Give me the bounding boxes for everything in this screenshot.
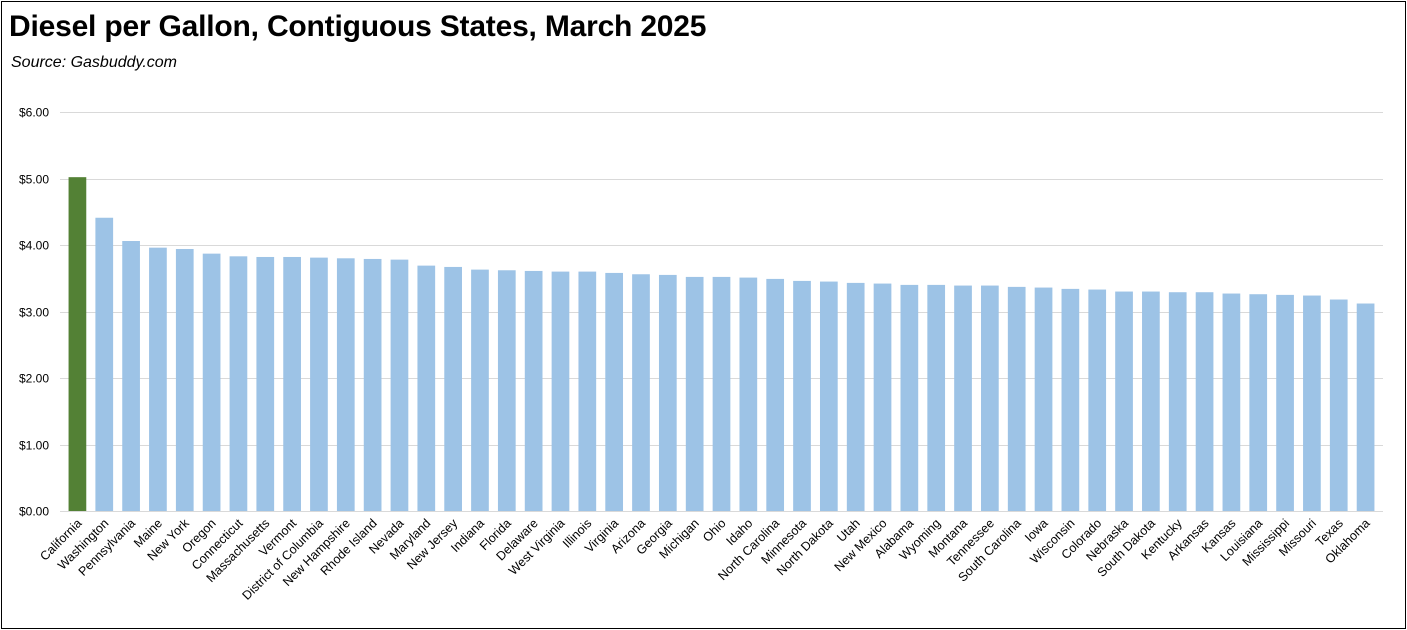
bar-oklahoma (1356, 303, 1375, 511)
bar-kentucky (1168, 292, 1187, 511)
bar-louisiana (1249, 294, 1268, 511)
bar-missouri (1303, 295, 1321, 511)
bar-california (68, 177, 87, 512)
bar-mississippi (1276, 294, 1294, 512)
bar-montana (954, 285, 972, 511)
bar-arizona (632, 274, 650, 511)
bar-kansas (1222, 293, 1241, 511)
bar-iowa (1034, 287, 1053, 511)
bar-indiana (471, 269, 489, 511)
chart-title: Diesel per Gallon, Contiguous States, Ma… (9, 10, 707, 43)
bar-nevada (390, 259, 409, 511)
x-axis-category-labels: CaliforniaWashingtonPennsylvaniaMaineNew… (37, 516, 1372, 603)
y-tick-label: $3.00 (19, 306, 49, 320)
bar-delaware (524, 270, 543, 511)
bar-vermont (283, 256, 301, 511)
y-tick-label: $1.00 (19, 439, 49, 453)
bar-nebraska (1115, 291, 1133, 511)
bar-illinois (578, 271, 597, 511)
bar-virginia (605, 272, 624, 511)
y-tick-label: $6.00 (19, 106, 49, 120)
bar-georgia (658, 274, 677, 511)
bar-pennsylvania (122, 241, 140, 511)
bar-ohio (712, 276, 731, 511)
bar-rhode-island (363, 258, 382, 511)
bar-texas (1329, 299, 1348, 511)
bar-minnesota (793, 280, 811, 511)
bars (68, 177, 1375, 512)
chart-subtitle: Source: Gasbuddy.com (11, 54, 178, 71)
bar-arkansas (1195, 292, 1214, 511)
bar-utah (846, 282, 865, 511)
bar-north-carolina (766, 278, 785, 511)
bar-maine (149, 247, 167, 511)
bar-washington (95, 217, 114, 512)
bar-michigan (685, 276, 704, 511)
bar-south-carolina (1007, 286, 1026, 511)
bar-alabama (900, 284, 919, 511)
bar-tennessee (981, 285, 999, 511)
bar-new-mexico (873, 283, 892, 511)
bar-colorado (1088, 289, 1107, 511)
bar-wyoming (927, 284, 946, 511)
y-tick-label: $2.00 (19, 372, 49, 386)
bar-south-dakota (1142, 291, 1160, 511)
bar-oregon (202, 253, 221, 511)
bar-idaho (739, 277, 758, 511)
bar-new-hampshire (336, 258, 355, 511)
bar-west-virginia (551, 271, 570, 511)
bar-florida (497, 270, 516, 511)
y-tick-label: $0.00 (19, 505, 49, 519)
bar-massachusetts (256, 256, 275, 511)
bar-new-jersey (444, 266, 462, 511)
y-axis-tick-labels: $0.00 $1.00 $2.00 $3.00 $4.00 $5.00 $6.00 (19, 106, 49, 519)
bar-new-york (175, 248, 194, 512)
bar-north-dakota (819, 281, 838, 511)
y-tick-label: $5.00 (19, 173, 49, 187)
bar-maryland (417, 265, 436, 511)
bar-wisconsin (1061, 288, 1080, 511)
bar-district-of-columbia (310, 257, 328, 511)
bar-connecticut (229, 256, 248, 511)
y-tick-label: $4.00 (19, 239, 49, 253)
